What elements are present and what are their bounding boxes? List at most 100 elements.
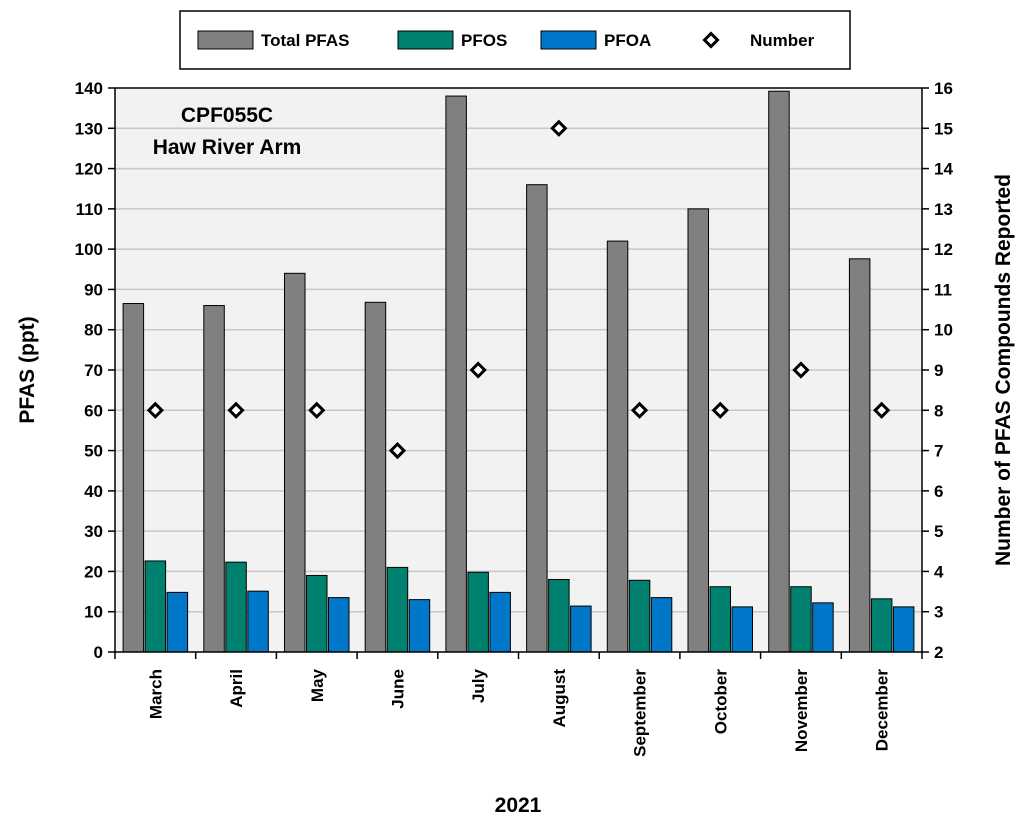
y-tick-label: 120 bbox=[75, 160, 103, 179]
marker-number-november bbox=[792, 361, 810, 379]
marker-number-march bbox=[146, 401, 164, 419]
y-axis-title: PFAS (ppt) bbox=[16, 316, 39, 423]
legend-swatch bbox=[540, 30, 597, 50]
bar-total-pfas-october bbox=[687, 208, 709, 653]
y2-tick-label: 4 bbox=[934, 562, 944, 581]
bar-pfoa-september bbox=[650, 597, 673, 653]
bar-pfos-march bbox=[144, 560, 167, 653]
bar-pfoa-may bbox=[328, 597, 350, 653]
marker-number-june bbox=[388, 441, 407, 460]
bar-total-pfas-may bbox=[284, 272, 306, 653]
bar-pfos-september bbox=[628, 579, 651, 653]
y-tick-label: 90 bbox=[84, 280, 103, 299]
x-tick-label: May bbox=[308, 668, 327, 702]
marker-number-september bbox=[630, 401, 649, 419]
x-tick-label: September bbox=[631, 669, 650, 757]
x-tick-label: April bbox=[227, 669, 246, 708]
y2-tick-label: 9 bbox=[934, 361, 943, 380]
bar-pfos-may bbox=[306, 574, 328, 653]
bar-pfoa-march bbox=[166, 591, 189, 653]
y2-tick-label: 16 bbox=[934, 79, 953, 98]
y-tick-label: 20 bbox=[84, 562, 103, 581]
right-axis: 2 3 4 5 6 7 8 9 10 11 12 13 14 15 16 bbox=[922, 79, 953, 662]
legend-label: Number bbox=[750, 31, 815, 50]
y-tick-label: 50 bbox=[84, 442, 103, 461]
y-tick-label: 70 bbox=[84, 361, 103, 380]
y-tick-label: 0 bbox=[94, 643, 103, 662]
legend-label: PFOA bbox=[604, 31, 651, 50]
site-annotation-line-1: CPF055C bbox=[181, 104, 273, 127]
x-tick-label: June bbox=[388, 669, 407, 709]
y-tick-label: 10 bbox=[84, 603, 103, 622]
bar-total-pfas-july bbox=[445, 95, 467, 653]
bar-pfos-november bbox=[790, 586, 812, 653]
x-tick-label: December bbox=[873, 669, 892, 752]
y-tick-label: 80 bbox=[84, 321, 103, 340]
bar-pfos-october bbox=[709, 586, 731, 653]
y2-axis-title: Number of PFAS Compounds Reported bbox=[992, 174, 1015, 566]
bar-pfos-july bbox=[467, 571, 489, 653]
bar-pfoa-june bbox=[408, 599, 431, 653]
bar-total-pfas-august bbox=[526, 184, 548, 653]
y-tick-label: 100 bbox=[75, 240, 103, 259]
y2-tick-label: 5 bbox=[934, 522, 943, 541]
marker-number-october bbox=[711, 401, 729, 419]
marker-number-july bbox=[469, 361, 487, 379]
bar-pfoa-october bbox=[731, 606, 753, 653]
bar-pfos-june bbox=[386, 566, 409, 653]
bar-pfoa-december bbox=[892, 606, 915, 653]
legend-label: PFOS bbox=[461, 31, 507, 50]
bar-total-pfas-april bbox=[203, 305, 225, 653]
bar-pfos-december bbox=[870, 598, 893, 653]
bar-pfoa-august bbox=[570, 605, 592, 653]
marker-number-august bbox=[550, 119, 568, 137]
x-tick-label: October bbox=[711, 669, 730, 735]
y-tick-label: 140 bbox=[75, 79, 103, 98]
bar-pfos-august bbox=[548, 578, 570, 653]
bar-total-pfas-december bbox=[848, 258, 871, 653]
bar-pfoa-july bbox=[489, 591, 511, 653]
y2-tick-label: 15 bbox=[934, 119, 953, 138]
legend-box bbox=[179, 10, 851, 70]
y-tick-label: 40 bbox=[84, 482, 103, 501]
x-axis: March April May June July August September Octo… bbox=[114, 652, 923, 757]
bar-total-pfas-september bbox=[606, 240, 629, 653]
y-tick-label: 60 bbox=[84, 401, 103, 420]
y2-tick-label: 12 bbox=[934, 240, 953, 259]
y2-tick-label: 13 bbox=[934, 200, 953, 219]
marker-number-april bbox=[227, 401, 245, 419]
y-tick-label: 130 bbox=[75, 119, 103, 138]
site-annotation-line-2: Haw River Arm bbox=[153, 136, 302, 159]
bar-total-pfas-november bbox=[768, 90, 790, 653]
x-tick-label: November bbox=[792, 669, 811, 753]
bars bbox=[122, 90, 915, 653]
x-tick-label: July bbox=[469, 668, 488, 703]
legend-items: Total PFAS PFOS PFOA Number bbox=[197, 30, 815, 50]
bar-total-pfas-june bbox=[364, 301, 387, 653]
bar-pfos-april bbox=[225, 561, 247, 653]
x-tick-label: March bbox=[146, 669, 165, 719]
y2-tick-label: 6 bbox=[934, 482, 943, 501]
legend-swatch bbox=[197, 30, 254, 50]
x-axis-title: 2021 bbox=[495, 794, 542, 817]
number-markers bbox=[146, 119, 891, 460]
y-tick-label: 30 bbox=[84, 522, 103, 541]
y2-tick-label: 7 bbox=[934, 442, 943, 461]
y2-tick-label: 8 bbox=[934, 401, 943, 420]
y2-tick-label: 10 bbox=[934, 321, 953, 340]
left-axis: 0 10 20 30 40 50 60 70 80 90 100 110 120 130 140 bbox=[75, 79, 115, 662]
bar-total-pfas-march bbox=[122, 303, 145, 653]
y2-tick-label: 2 bbox=[934, 643, 943, 662]
x-tick-label: August bbox=[550, 669, 569, 728]
legend-marker bbox=[702, 31, 720, 49]
y2-tick-label: 11 bbox=[934, 280, 952, 299]
marker-number-may bbox=[308, 401, 326, 419]
legend: Total PFAS PFOS PFOA Number bbox=[179, 10, 851, 70]
bar-pfoa-april bbox=[247, 590, 269, 653]
bar-pfoa-november bbox=[812, 602, 834, 653]
y2-tick-label: 14 bbox=[934, 160, 953, 179]
marker-number-december bbox=[873, 401, 891, 419]
y-tick-label: 110 bbox=[76, 200, 103, 219]
legend-swatch bbox=[397, 30, 454, 50]
